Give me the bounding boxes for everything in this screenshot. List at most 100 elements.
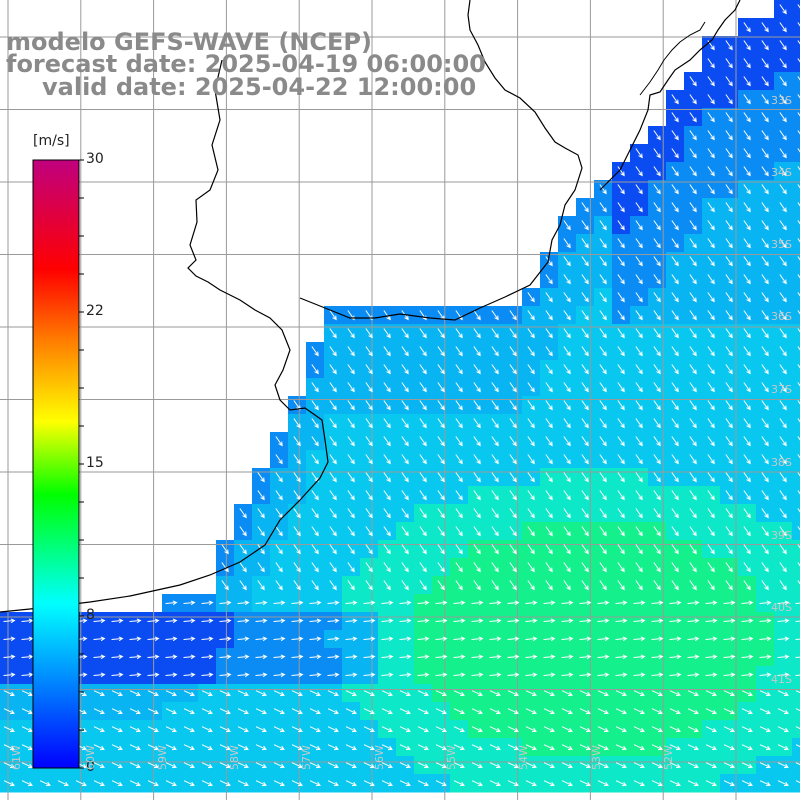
wind-arrow: [93, 762, 105, 769]
wind-arrow: [671, 130, 679, 141]
wind-arrow: [725, 400, 733, 411]
wind-arrow: [669, 780, 681, 787]
wind-arrow: [237, 726, 249, 733]
wind-arrow: [761, 202, 769, 213]
wind-arrow: [617, 292, 625, 303]
wind-arrow: [723, 690, 735, 697]
wind-arrow: [705, 780, 717, 787]
wind-arrow: [725, 148, 733, 159]
wind-arrow: [327, 618, 340, 624]
wind-arrow: [561, 618, 574, 624]
wind-arrow: [471, 654, 484, 660]
wind-arrow: [473, 328, 481, 339]
wind-arrow: [597, 708, 609, 715]
wind-arrow: [743, 166, 751, 177]
wind-arrow: [707, 526, 715, 537]
wind-arrow: [635, 544, 643, 555]
wind-arrow: [725, 220, 733, 231]
wind-arrow: [597, 780, 609, 787]
wind-arrow: [581, 580, 589, 591]
wind-arrow: [743, 400, 751, 411]
wind-arrow: [381, 780, 393, 787]
wind-arrow: [345, 762, 357, 769]
wind-arrow: [635, 202, 643, 213]
wind-arrow: [437, 490, 445, 501]
wind-arrow: [363, 600, 376, 606]
wind-arrow: [635, 184, 643, 195]
wind-arrow: [779, 238, 787, 249]
wind-arrow: [147, 780, 159, 787]
wind-arrow: [57, 780, 69, 787]
wind-arrow: [743, 310, 751, 321]
wind-arrow: [473, 544, 481, 555]
wind-arrow: [399, 726, 411, 733]
wind-arrow: [111, 636, 124, 642]
wind-arrow: [725, 364, 733, 375]
wind-speed-cell: [792, 162, 800, 181]
wind-arrow: [741, 690, 753, 697]
wind-arrow: [147, 618, 160, 624]
wind-arrow: [3, 762, 15, 769]
wind-arrow: [437, 400, 445, 411]
wind-speed-cell: [792, 18, 800, 37]
wind-arrow: [435, 618, 448, 624]
wind-arrow: [743, 76, 751, 87]
wind-arrow: [453, 654, 466, 660]
wind-arrow: [671, 94, 679, 105]
wind-arrow: [347, 346, 355, 357]
wind-arrow: [651, 618, 664, 624]
wind-arrow: [293, 544, 301, 555]
wind-arrow: [797, 238, 800, 243]
wind-arrow: [219, 744, 231, 751]
wind-arrow: [345, 690, 357, 697]
wind-arrow: [615, 618, 628, 624]
wind-arrow: [399, 600, 412, 606]
wind-arrow: [725, 580, 733, 591]
wind-arrow: [543, 600, 556, 606]
wind-arrow: [509, 400, 517, 411]
wind-arrow: [671, 148, 679, 159]
wind-arrow: [491, 436, 499, 447]
wind-arrow: [723, 780, 735, 787]
wind-arrow: [599, 184, 607, 195]
wind-arrow: [419, 364, 427, 375]
wind-arrow: [689, 418, 697, 429]
wind-arrow: [419, 490, 427, 501]
wind-arrow: [291, 636, 304, 642]
wind-arrow: [779, 22, 787, 33]
wind-arrow: [363, 780, 375, 787]
wind-arrow: [435, 780, 447, 787]
wind-arrow: [779, 418, 787, 429]
wind-arrow: [275, 490, 283, 501]
lagoon-coast: [639, 21, 706, 96]
wind-arrow: [761, 418, 769, 429]
wind-arrow: [563, 328, 571, 339]
wind-arrow: [311, 580, 319, 591]
wind-arrow: [363, 708, 375, 715]
wind-arrow: [761, 238, 769, 249]
wind-arrow: [239, 562, 247, 573]
wind-arrow: [707, 274, 715, 285]
wind-arrow: [761, 544, 769, 555]
wind-arrow: [309, 708, 321, 715]
wind-arrow: [633, 672, 646, 678]
longitude-label: 61W: [10, 745, 23, 770]
wind-arrow: [635, 580, 643, 591]
wind-arrow: [743, 382, 751, 393]
wind-arrow: [237, 672, 250, 678]
wind-arrow: [707, 148, 715, 159]
wind-arrow: [365, 526, 373, 537]
wind-arrow: [399, 672, 412, 678]
wind-arrow: [761, 184, 769, 195]
wind-arrow: [543, 708, 555, 715]
wind-arrow: [671, 238, 679, 249]
wind-arrow: [671, 346, 679, 357]
wind-arrow: [797, 58, 800, 63]
wind-arrow: [237, 708, 249, 715]
wind-arrow: [563, 508, 571, 519]
wind-arrow: [219, 726, 231, 733]
wind-arrow: [365, 544, 373, 555]
wind-speed-cell: [792, 540, 800, 559]
wind-arrow: [329, 580, 337, 591]
wind-arrow: [419, 580, 427, 591]
